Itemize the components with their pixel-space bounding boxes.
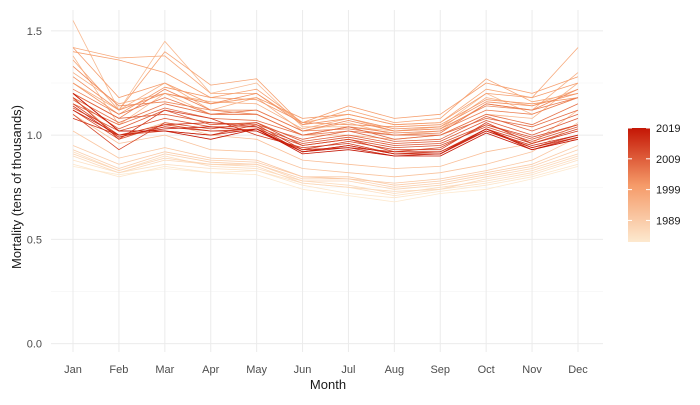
color-legend: 1989 1999 2009 2019 — [628, 123, 680, 242]
x-tick-label: Apr — [202, 364, 219, 376]
x-tick-label: Aug — [385, 364, 405, 376]
y-tick-label: 0.0 — [27, 339, 42, 351]
x-tick-label: Sep — [430, 364, 450, 376]
legend-tick-label: 1989 — [656, 215, 680, 227]
series-line-2007 — [72, 103, 579, 140]
series-line-2003 — [72, 65, 579, 132]
x-tick-label: Jun — [294, 364, 312, 376]
series-line-2017 — [72, 109, 579, 155]
series-line-1983 — [72, 163, 579, 199]
legend-tick-label: 2019 — [656, 123, 680, 135]
series-line-1991 — [72, 113, 579, 178]
series-line-1997 — [72, 47, 579, 126]
series-line-1996 — [72, 72, 579, 132]
series-line-2002 — [72, 76, 579, 130]
series-lines — [72, 20, 579, 203]
y-tick-label: 0.5 — [27, 234, 42, 246]
series-line-2006 — [72, 97, 579, 136]
x-tick-label: Feb — [109, 364, 128, 376]
series-line-2001 — [72, 82, 579, 128]
series-line-1985 — [72, 151, 579, 194]
y-tick-label: 1.5 — [27, 26, 42, 38]
x-axis-title: Month — [310, 377, 346, 392]
x-tick-label: Nov — [522, 364, 542, 376]
x-tick-label: Oct — [478, 364, 495, 376]
x-tick-label: Jul — [341, 364, 355, 376]
series-line-2018 — [72, 93, 579, 157]
series-line-1992 — [72, 97, 579, 169]
series-line-2012 — [72, 113, 579, 153]
series-line-1990 — [72, 130, 579, 184]
series-line-1987 — [72, 153, 579, 190]
legend-tick-label: 1999 — [656, 185, 680, 197]
y-tick-label: 1.0 — [27, 130, 42, 142]
x-tick-label: Dec — [568, 364, 588, 376]
series-line-1988 — [72, 149, 579, 188]
legend-tick-label: 2009 — [656, 154, 680, 166]
y-axis-ticks: 0.0 0.5 1.0 1.5 — [27, 26, 42, 351]
y-axis-title: Mortality (tens of thousands) — [9, 105, 24, 269]
x-tick-label: May — [246, 364, 267, 376]
series-line-1986 — [72, 155, 579, 192]
series-line-2005 — [72, 88, 579, 136]
series-line-2000 — [72, 47, 579, 126]
series-line-2019 — [72, 93, 579, 157]
series-line-1998 — [72, 51, 579, 126]
series-line-1982 — [72, 166, 579, 203]
series-line-2014 — [72, 97, 579, 155]
series-line-1989 — [72, 145, 579, 186]
series-line-1999 — [72, 51, 579, 123]
legend-colorbar — [628, 128, 650, 242]
x-axis-ticks: Jan Feb Mar Apr May Jun Jul Aug Sep Oct Nov Dec — [64, 364, 588, 376]
x-tick-label: Jan — [64, 364, 82, 376]
x-tick-label: Mar — [155, 364, 174, 376]
series-line-2009 — [72, 99, 579, 144]
